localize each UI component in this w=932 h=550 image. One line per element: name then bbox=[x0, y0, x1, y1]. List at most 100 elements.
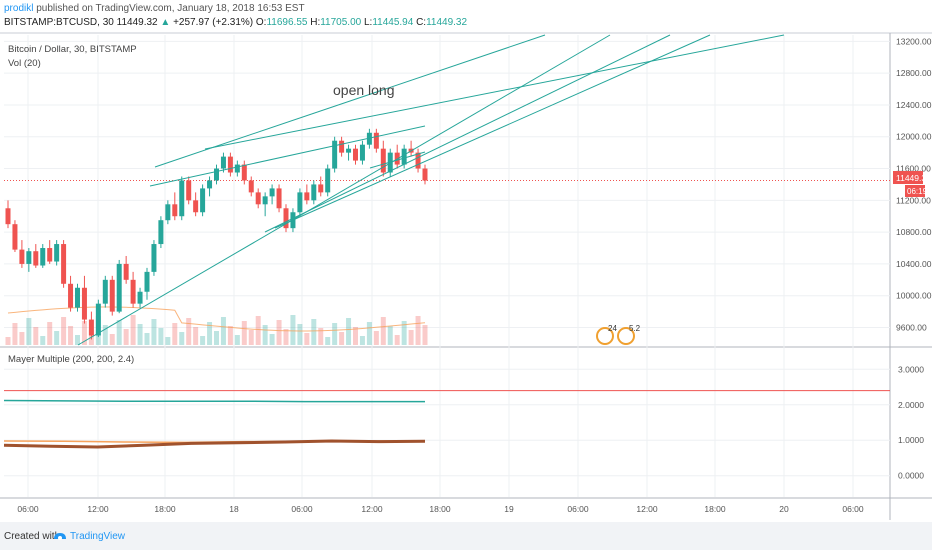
trendline bbox=[77, 34, 611, 346]
mayer-multiple-lines bbox=[3, 390, 890, 449]
x-tick-label: 12:00 bbox=[87, 504, 109, 514]
close-value: 11449.32 bbox=[426, 17, 468, 28]
high-label: H: bbox=[310, 17, 321, 28]
author-link[interactable]: prodikl bbox=[4, 3, 34, 14]
tradingview-logo-icon bbox=[54, 533, 66, 540]
open-value: 11696.55 bbox=[266, 17, 308, 28]
volume-bar bbox=[241, 321, 247, 345]
x-tick-label: 18:00 bbox=[704, 504, 726, 514]
candle-body bbox=[12, 224, 18, 250]
candle-body bbox=[325, 168, 331, 193]
x-tick-label: 06:00 bbox=[17, 504, 39, 514]
mayer-series-line bbox=[3, 399, 425, 403]
candle-body bbox=[297, 192, 303, 213]
candle-body bbox=[109, 279, 115, 312]
x-tick-label: 20 bbox=[779, 504, 789, 514]
candle-body bbox=[193, 200, 199, 213]
low-value: 11445.94 bbox=[372, 17, 414, 28]
candle-body bbox=[200, 188, 206, 213]
trendline bbox=[204, 34, 785, 150]
volume-bar bbox=[353, 327, 358, 345]
y-tick-label: 11600.00 bbox=[896, 164, 931, 174]
high-value: 11705.00 bbox=[320, 17, 362, 28]
volume-bar bbox=[214, 331, 219, 345]
volume-bar bbox=[408, 330, 414, 345]
volume-bar bbox=[75, 335, 80, 345]
volume-bar bbox=[422, 325, 428, 345]
candle-body bbox=[137, 291, 143, 304]
ind-tick-label: 2.0000 bbox=[898, 400, 924, 410]
footer-bar: Created with TradingView bbox=[0, 522, 932, 550]
volume-bar bbox=[40, 336, 46, 345]
candle-body bbox=[214, 168, 219, 181]
tradingview-brand-link[interactable]: TradingView bbox=[70, 531, 126, 542]
trendline bbox=[154, 34, 546, 168]
candle-body bbox=[165, 204, 171, 221]
volume-bar bbox=[248, 330, 254, 345]
volume-bar bbox=[144, 333, 150, 345]
candle-body bbox=[380, 148, 386, 173]
time-tag-text: 06:19 bbox=[907, 187, 928, 196]
volume-bar bbox=[318, 328, 324, 345]
volume-bar bbox=[269, 334, 275, 345]
candle-body bbox=[304, 192, 310, 201]
volume-bar bbox=[304, 333, 310, 345]
candle-body bbox=[81, 287, 87, 320]
candle-body bbox=[311, 184, 317, 201]
volume-bar bbox=[415, 316, 421, 345]
event-markers[interactable]: 24 5.2 bbox=[596, 324, 641, 345]
y-tick-label: 12000.00 bbox=[896, 132, 932, 142]
ind-tick-label: 0.0000 bbox=[898, 471, 924, 481]
volume-bar bbox=[297, 324, 303, 345]
x-tick-label: 12:00 bbox=[361, 504, 383, 514]
candle-body bbox=[68, 283, 74, 308]
candle-body bbox=[401, 148, 407, 165]
volume-bar bbox=[54, 331, 60, 345]
volume-bar bbox=[116, 320, 122, 345]
volume-bar bbox=[12, 323, 18, 345]
volume-bar bbox=[255, 316, 261, 345]
x-tick-label: 18:00 bbox=[429, 504, 451, 514]
candle-body bbox=[151, 244, 157, 272]
volume-bar bbox=[373, 331, 379, 345]
volume-bar bbox=[179, 332, 185, 345]
volume-bar bbox=[346, 318, 352, 345]
candle-body bbox=[26, 251, 32, 264]
volume-bar bbox=[283, 329, 289, 345]
candle-body bbox=[255, 192, 261, 205]
candle-body bbox=[116, 263, 122, 312]
change-value: +257.97 (+2.31%) bbox=[173, 17, 254, 28]
volume-bar bbox=[68, 326, 74, 345]
trendline bbox=[264, 34, 671, 233]
x-tick-label: 06:00 bbox=[567, 504, 589, 514]
trading-chart[interactable]: 06:00 12:00 18:00 18 06:00 12:00 18:00 19 06:00 1… bbox=[0, 0, 932, 522]
candle-body bbox=[346, 148, 352, 153]
volume-bar bbox=[5, 337, 11, 345]
volume-bar bbox=[359, 336, 365, 345]
volume-bar bbox=[26, 318, 32, 345]
candle-body bbox=[54, 244, 60, 262]
candle-body bbox=[123, 263, 129, 280]
volume-bar bbox=[172, 323, 178, 345]
volume-bar bbox=[137, 324, 143, 345]
volume-bar bbox=[130, 315, 136, 345]
y-tick-label: 12800.00 bbox=[896, 68, 932, 78]
volume-label: Vol (20) bbox=[8, 58, 41, 69]
candle-body bbox=[144, 271, 150, 292]
volume-bar bbox=[207, 322, 213, 345]
open-long-annotation: open long bbox=[333, 82, 395, 98]
y-tick-label: 10800.00 bbox=[896, 227, 932, 237]
volume-bar bbox=[220, 317, 226, 345]
volume-bars bbox=[5, 315, 428, 345]
candle-body bbox=[5, 208, 11, 225]
candle-body bbox=[339, 140, 345, 153]
main-pane-title: Bitcoin / Dollar, 30, BITSTAMP bbox=[8, 44, 137, 55]
candlestick-series bbox=[5, 128, 428, 340]
us-flag-event-icon bbox=[617, 327, 635, 345]
price-tag: 11449.32 bbox=[893, 171, 931, 184]
low-label: L: bbox=[363, 17, 373, 28]
volume-bar bbox=[151, 319, 157, 345]
price-axes: 06:00 12:00 18:00 18 06:00 12:00 18:00 19 06:00 1… bbox=[17, 36, 931, 514]
volume-bar bbox=[165, 337, 171, 345]
x-tick-label: 06:00 bbox=[291, 504, 313, 514]
